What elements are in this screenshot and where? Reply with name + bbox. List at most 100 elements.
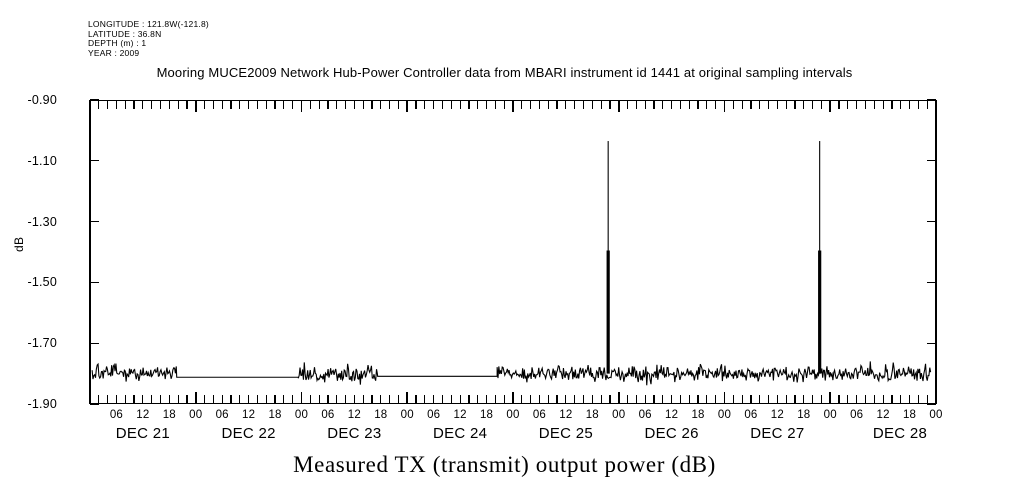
x-axis-tick-hour [459, 394, 461, 403]
x-axis-tick-top-hour [397, 101, 400, 110]
x-axis-tick-top-hour [186, 101, 188, 110]
x-axis-hour-label: 06 [744, 409, 758, 421]
x-axis-tick-hour [203, 394, 206, 403]
x-axis-tick-top-hour [389, 101, 391, 110]
x-axis-tick-hour [767, 394, 770, 403]
x-axis-hour-label: 12 [770, 409, 784, 421]
x-axis-hour-label: 06 [850, 409, 864, 421]
x-axis-hour-label: 06 [109, 409, 124, 421]
x-axis-tick-top-hour [256, 101, 259, 110]
x-axis-hour-label: 00 [717, 409, 732, 421]
x-axis-tick-day [935, 391, 937, 403]
x-axis-tick-hour [433, 394, 435, 403]
x-axis-day-label: DEC 21 [115, 425, 171, 442]
x-axis-tick-top-hour [776, 101, 778, 110]
x-axis-tick-day [194, 391, 197, 403]
x-axis-tick-hour [847, 394, 849, 403]
data-trace [91, 141, 932, 386]
x-axis-tick-hour [600, 394, 602, 403]
x-axis-tick-top-hour [750, 101, 752, 110]
x-axis-tick-hour [679, 394, 682, 403]
x-axis-tick-top-hour [353, 101, 355, 110]
y-axis-tick-major [927, 220, 936, 223]
plot-area [89, 99, 937, 405]
x-axis-tick-hour [873, 394, 875, 403]
x-axis-tick-top-day [935, 101, 937, 113]
x-axis-tick-top-hour [706, 101, 708, 110]
x-axis-tick-hour [362, 394, 364, 403]
x-axis-tick-top-hour [380, 101, 382, 110]
x-axis-tick-hour [715, 394, 717, 403]
x-axis-tick-day [512, 391, 514, 403]
x-axis-tick-hour [353, 394, 355, 403]
y-axis-tick-major [90, 99, 99, 101]
x-axis-tick-top-hour [177, 101, 179, 110]
x-axis-tick-top-hour [168, 101, 170, 110]
x-axis-tick-hour [908, 394, 911, 403]
x-axis-tick-top-day [617, 101, 620, 113]
x-axis-tick-hour [565, 394, 567, 403]
x-axis-tick-top-hour [644, 101, 646, 110]
x-axis-tick-hour [177, 394, 179, 403]
x-axis-tick-top-hour [926, 101, 928, 110]
x-axis-tick-top-hour [556, 101, 558, 110]
x-axis-hour-label: 00 [823, 409, 837, 421]
x-axis-tick-top-hour [759, 101, 761, 110]
x-axis-tick-hour [380, 394, 382, 403]
x-axis-tick-top-hour [547, 101, 549, 110]
x-axis-tick-top-hour [609, 101, 611, 110]
x-axis-tick-top-hour [362, 101, 364, 110]
x-axis-tick-hour [776, 394, 778, 403]
x-axis-tick-hour [344, 394, 347, 403]
x-axis-hour-label: 12 [559, 409, 573, 421]
x-axis-tick-top-hour [283, 101, 285, 110]
x-axis-tick-hour [133, 394, 135, 403]
x-axis-tick-hour [477, 394, 479, 403]
x-axis-tick-top-hour [600, 101, 602, 110]
x-axis-tick-top-hour [415, 101, 417, 110]
x-axis-tick-top-hour [151, 101, 153, 110]
x-axis-tick-top-hour [530, 101, 532, 110]
y-axis-tick-major [927, 160, 936, 162]
x-axis-tick-top-day [512, 101, 514, 113]
y-axis-tick-major [927, 403, 936, 405]
x-axis-tick-top-day [89, 101, 91, 113]
x-axis-tick-hour [864, 394, 867, 403]
x-axis-tick-hour [309, 394, 311, 403]
x-axis-tick-hour [248, 394, 250, 403]
x-axis-tick-hour [239, 394, 241, 403]
x-axis-tick-hour [371, 394, 373, 403]
x-axis-tick-top-hour [248, 101, 250, 110]
x-axis-tick-top-day [406, 101, 409, 113]
x-axis-hour-label: 12 [347, 409, 361, 421]
x-axis-tick-hour [671, 394, 673, 403]
x-axis-tick-top-hour [662, 101, 664, 110]
y-axis-tick-label: -1.10 [27, 153, 57, 168]
y-axis-tick-major [90, 281, 99, 284]
x-axis-tick-hour [415, 394, 417, 403]
x-axis-tick-hour [556, 394, 558, 403]
x-axis-tick-hour [917, 394, 919, 403]
x-axis-tick-top-hour [274, 101, 276, 110]
x-axis-tick-hour [256, 394, 259, 403]
x-axis-tick-top-hour [908, 101, 911, 110]
x-axis-tick-top-hour [503, 101, 505, 110]
x-axis-tick-top-hour [891, 101, 893, 110]
x-axis-tick-top-hour [591, 101, 593, 110]
x-axis-tick-hour [644, 394, 646, 403]
x-axis-tick-top-hour [107, 101, 109, 110]
x-axis-tick-hour [159, 394, 162, 403]
x-axis-tick-top-hour [159, 101, 162, 110]
x-axis-tick-hour [812, 394, 814, 403]
x-axis-tick-top-hour [98, 101, 100, 110]
x-axis-tick-top-hour [653, 101, 655, 110]
x-axis-tick-top-hour [142, 101, 144, 110]
x-axis-day-label: DEC 25 [538, 425, 594, 442]
x-axis-tick-hour [530, 394, 532, 403]
plot-border-right [935, 100, 937, 404]
x-axis-tick-top-hour [741, 101, 743, 110]
x-axis-day-label: DEC 24 [432, 425, 488, 442]
chart-caption: Measured TX (transmit) output power (dB) [293, 452, 716, 477]
y-axis-tick-major [90, 403, 99, 405]
